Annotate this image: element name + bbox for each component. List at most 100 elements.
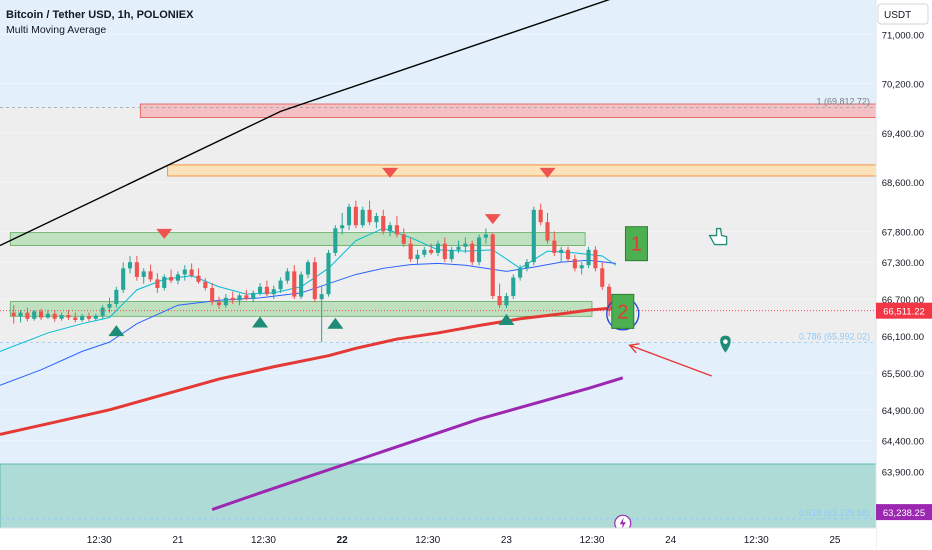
candle <box>80 316 85 320</box>
lightning-bolt <box>619 517 626 530</box>
hand-icon <box>708 227 728 246</box>
trendline-line[interactable] <box>0 0 630 247</box>
candle <box>305 262 311 275</box>
sell-arrow-icon <box>382 167 399 178</box>
pointer-arrow <box>629 344 712 377</box>
candle <box>511 277 516 296</box>
candle <box>127 262 133 269</box>
candle <box>559 249 564 253</box>
chart-markers: 12 <box>0 167 876 532</box>
price-tick-label: 69,400.00 <box>882 129 924 140</box>
candle <box>100 307 105 316</box>
price-tick-label: 67,800.00 <box>882 227 924 238</box>
candle <box>175 274 180 281</box>
current-price-value: 66,511.22 <box>883 307 925 318</box>
candle <box>600 268 605 287</box>
candle <box>285 271 290 281</box>
candle <box>169 276 174 281</box>
buy-arrow-icon <box>252 316 269 328</box>
zone-red[interactable] <box>139 103 877 118</box>
price-axis[interactable]: 71,000.00 70,200.00 69,400.00 68,600.00 67,8… <box>875 0 932 550</box>
candle <box>45 313 50 318</box>
price-tick-label: 64,900.00 <box>882 406 924 417</box>
candle <box>381 216 386 232</box>
candle <box>278 280 283 290</box>
candle <box>483 234 488 238</box>
price-tick-label: 63,900.00 <box>882 467 924 478</box>
candle <box>442 243 447 260</box>
candle <box>230 297 235 301</box>
buy-arrow-icon <box>108 325 125 337</box>
candle <box>39 311 44 318</box>
candle <box>319 294 324 300</box>
candle <box>353 206 358 226</box>
fib-label: 0.786 (65,992.02) <box>799 332 870 342</box>
candle <box>73 317 78 320</box>
ma-line <box>0 259 616 386</box>
candle <box>401 234 406 244</box>
candle <box>141 271 146 277</box>
annotation-label: 2 <box>617 301 628 323</box>
location-pin-dot <box>723 339 728 344</box>
candle <box>210 288 215 303</box>
candle <box>607 286 612 311</box>
ma-line <box>0 306 617 436</box>
zone-orange[interactable] <box>167 164 877 177</box>
chart-grid <box>0 34 876 472</box>
price-tick-label: 66,700.00 <box>882 295 924 306</box>
zone-teal[interactable] <box>0 463 877 529</box>
currency-selector[interactable] <box>877 3 929 25</box>
candle <box>565 249 571 260</box>
candle <box>86 316 92 319</box>
time-tick-label: 24 <box>665 535 677 546</box>
candle <box>572 259 577 269</box>
sell-arrow-icon <box>484 214 501 225</box>
candle <box>524 262 530 269</box>
annotation-box <box>624 226 648 262</box>
candle <box>299 274 304 297</box>
candle <box>586 249 591 266</box>
candle <box>196 275 201 282</box>
low-price-tag <box>876 504 932 521</box>
candle <box>593 249 598 269</box>
candle <box>155 279 160 288</box>
candle <box>374 216 379 223</box>
candle <box>244 295 249 300</box>
candle <box>264 286 269 295</box>
candle <box>121 268 126 290</box>
candle <box>340 225 345 229</box>
candle <box>367 209 372 223</box>
low-price-value: 63,238.25 <box>883 508 925 519</box>
candle <box>134 262 139 277</box>
price-tick-label: 68,600.00 <box>882 178 924 189</box>
price-tick-label: 67,300.00 <box>882 258 924 269</box>
fib-label: 0.618 (63,129.68) <box>799 508 870 518</box>
candle <box>162 276 167 288</box>
candle <box>114 289 119 304</box>
time-tick-label: 12:30 <box>415 535 440 546</box>
time-axis[interactable]: 12:30 21 12:30 22 12:30 23 12:30 24 12:30 25 <box>0 527 876 550</box>
candle <box>66 315 71 318</box>
trendline[interactable] <box>0 0 630 247</box>
zone-green[interactable] <box>9 232 586 246</box>
candle <box>422 249 427 255</box>
time-tick-label: 25 <box>829 535 841 546</box>
time-axis-bg <box>0 528 876 550</box>
candle <box>490 234 495 296</box>
time-tick-label: 22 <box>337 535 349 546</box>
time-tick-label: 23 <box>501 535 513 546</box>
candle <box>470 243 475 263</box>
currency-label[interactable]: USDT <box>884 10 911 21</box>
time-tick-label: 12:30 <box>251 535 276 546</box>
price-tick-label: 71,000.00 <box>882 30 924 41</box>
fib-label: 1 (69,812.72) <box>816 97 870 107</box>
candle <box>388 225 393 232</box>
candle <box>456 246 461 250</box>
candle <box>579 265 584 269</box>
candles <box>11 200 612 343</box>
candle <box>258 286 263 293</box>
candle <box>326 252 331 295</box>
fib-levels: 1 (69,812.72) 0.786 (65,992.02) 0.618 (63,… <box>0 97 876 520</box>
indicator-label: Multi Moving Average <box>6 24 106 36</box>
